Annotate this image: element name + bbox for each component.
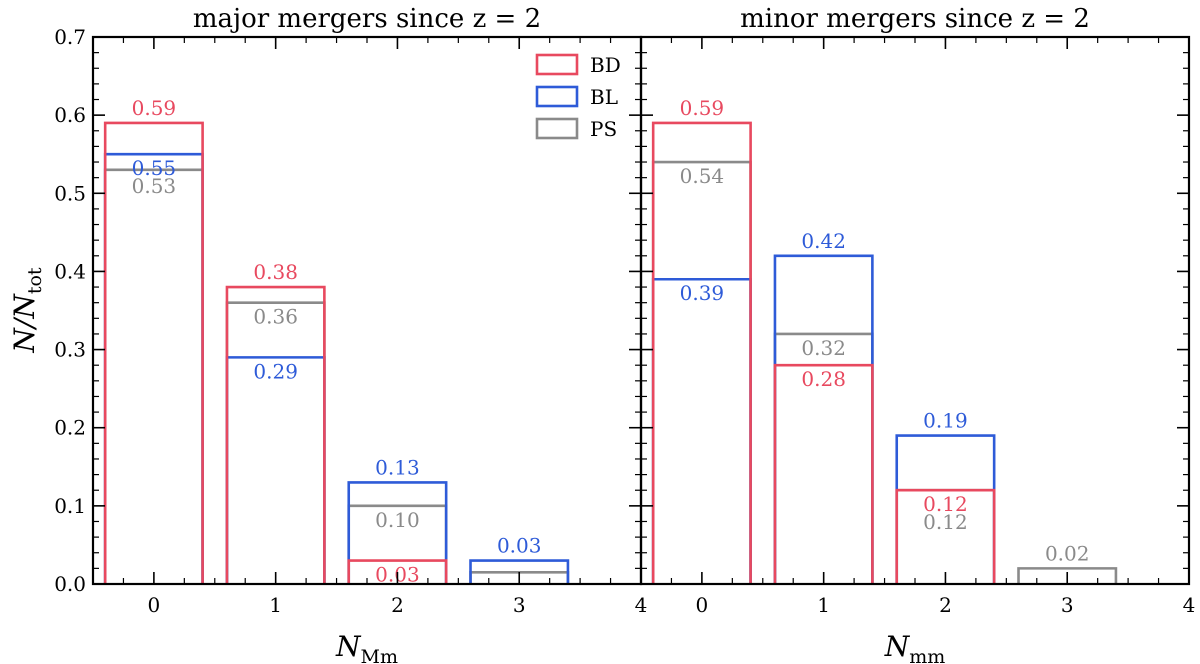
- y-axis-label-main: N/N: [8, 293, 41, 354]
- y-tick-label: 0.5: [54, 181, 86, 205]
- bar-bd: [347, 559, 448, 584]
- data-label-ps: 0.36: [253, 305, 298, 329]
- bar-ps: [1017, 567, 1118, 584]
- data-label-bl: 0.29: [253, 359, 298, 383]
- bar-bl: [469, 559, 570, 584]
- x-tick-label: 2: [391, 593, 404, 617]
- y-axis-label: N/Ntot: [8, 267, 46, 354]
- data-label-ps: 0.32: [801, 336, 846, 360]
- x-axis-label-sub: mm: [909, 646, 945, 664]
- x-tick-label: 3: [513, 593, 526, 617]
- bar-bl: [225, 356, 326, 584]
- legend-label-ps: PS: [590, 117, 617, 141]
- bar-bd: [225, 285, 326, 584]
- x-tick-label: 1: [269, 593, 282, 617]
- legend-swatch-bd: [535, 53, 579, 76]
- y-tick-label: 0.0: [54, 572, 86, 596]
- x-tick-label: 1: [817, 593, 830, 617]
- data-label-bl: 0.19: [923, 409, 968, 433]
- x-axis-label-sub: Mm: [361, 646, 398, 664]
- x-tick-label: 2: [939, 593, 952, 617]
- x-axis-label-main: N: [335, 630, 362, 663]
- data-label-ps: 0.12: [923, 510, 968, 534]
- y-tick-label: 0.4: [54, 259, 86, 283]
- y-tick-label: 0.1: [54, 494, 86, 518]
- x-axis-label: NMm: [335, 630, 398, 664]
- data-label-bl: 0.39: [680, 281, 725, 305]
- x-tick-label: 3: [1061, 593, 1074, 617]
- x-tick-label: 0: [148, 593, 161, 617]
- data-label-bl: 0.42: [801, 229, 846, 253]
- bar-ps: [103, 168, 204, 584]
- bar-bl: [651, 277, 752, 584]
- y-tick-label: 0.3: [54, 338, 86, 362]
- legend-swatch-ps: [535, 117, 579, 140]
- y-axis-label-sub: tot: [24, 267, 46, 294]
- data-label-bl: 0.55: [132, 156, 177, 180]
- y-tick-label: 0.7: [54, 25, 86, 49]
- legend-label-bd: BD: [590, 53, 621, 77]
- x-axis-label: Nmm: [884, 630, 946, 664]
- bar-bl: [773, 254, 874, 584]
- data-label-bd: 0.59: [132, 96, 177, 120]
- data-label-bd: 0.12: [923, 492, 968, 516]
- bar-bd: [103, 121, 204, 584]
- data-label-bd: 0.59: [680, 96, 725, 120]
- data-label-bl: 0.03: [497, 534, 542, 558]
- x-tick-label: 4: [1183, 593, 1196, 617]
- data-label-ps: 0.10: [375, 508, 420, 532]
- legend-label-bl: BL: [590, 85, 618, 109]
- data-label-bd: 0.28: [801, 367, 846, 391]
- bar-ps: [651, 160, 752, 584]
- bar-bd: [651, 121, 752, 584]
- legend-swatch-bl: [535, 85, 579, 108]
- data-label-ps: 0.53: [132, 174, 177, 198]
- bar-bd: [895, 488, 996, 584]
- data-label-bl: 0.13: [375, 455, 420, 479]
- bar-ps: [225, 301, 326, 584]
- x-axis-label-main: N: [884, 630, 911, 663]
- bar-bl: [347, 481, 448, 584]
- bar-bd: [773, 363, 874, 584]
- panel-title: major mergers since z = 2: [193, 4, 541, 34]
- data-label-ps: 0.54: [680, 164, 725, 188]
- data-label-bd: 0.38: [253, 260, 298, 284]
- bar-bl: [103, 152, 204, 584]
- x-tick-label: 0: [696, 593, 709, 617]
- x-tick-label: 4: [635, 593, 648, 617]
- y-tick-label: 0.2: [54, 416, 86, 440]
- panel-title: minor mergers since z = 2: [740, 4, 1090, 34]
- data-label-ps: 0.02: [1045, 541, 1090, 565]
- y-tick-label: 0.6: [54, 103, 86, 127]
